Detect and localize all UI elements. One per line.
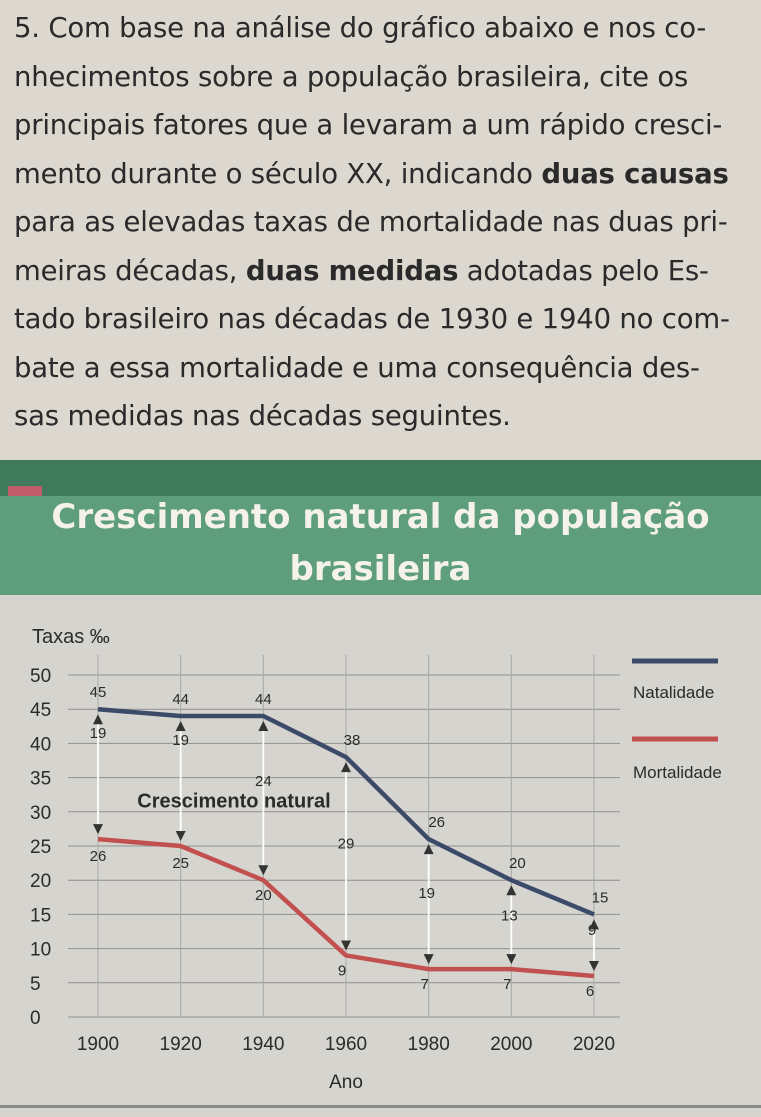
mortalidade-value: 6 <box>586 983 594 1000</box>
x-tick-label: 1980 <box>408 1034 450 1055</box>
x-tick-label: 2020 <box>573 1034 615 1055</box>
question-line: bate a essa mortalidade e uma consequênc… <box>14 344 754 393</box>
question-line: nhecimentos sobre a população brasileira… <box>14 53 754 102</box>
question-line: mento durante o século XX, indicando dua… <box>14 150 754 199</box>
chart-banner: Crescimento natural da população brasile… <box>0 460 761 595</box>
question-line: para as elevadas taxas de mortalidade na… <box>14 198 754 247</box>
banner-accent <box>8 486 42 496</box>
bottom-rule <box>0 1105 761 1108</box>
arrow-head-up <box>93 714 103 725</box>
x-tick-label: 1920 <box>160 1034 202 1055</box>
y-tick-label: 30 <box>30 803 51 824</box>
mortalidade-value: 7 <box>420 976 428 993</box>
question-line: 5. Com base na análise do gráfico abaixo… <box>14 4 754 53</box>
growth-value: 19 <box>90 725 107 742</box>
series-line <box>97 836 595 979</box>
mortalidade-value: 20 <box>255 887 272 904</box>
x-tick-label: 2000 <box>490 1034 532 1055</box>
chart-title-line1: Crescimento natural da população <box>51 497 710 537</box>
y-tick-label: 15 <box>30 905 51 926</box>
arrow-head-up <box>423 844 434 855</box>
x-tick-label: 1960 <box>325 1034 367 1055</box>
natalidade-value: 15 <box>592 889 609 906</box>
y-tick-label: 0 <box>30 1008 41 1029</box>
mortalidade-value: 7 <box>503 976 511 993</box>
series-line <box>97 706 595 917</box>
y-tick-label: 5 <box>30 974 41 995</box>
arrow-head-up <box>589 919 599 930</box>
question-text-segment: tado brasileiro nas décadas de 1930 e 19… <box>14 303 730 335</box>
question-text-segment: adotadas pelo Es- <box>458 254 709 287</box>
chart-area: 0 5 10 15 20 25 30 35 40 45 50 1900 1920 1940 1960 1980… <box>0 595 761 1117</box>
question-line: tado brasileiro nas décadas de 1930 e 19… <box>14 295 754 344</box>
question-text-segment: nhecimentos sobre a população brasileira… <box>14 60 689 93</box>
arrow-head-up <box>258 721 269 732</box>
growth-value: 9 <box>588 922 596 939</box>
question-text-segment: mento durante o século XX, indicando <box>14 157 542 190</box>
growth-annotation: Crescimento natural <box>137 791 330 813</box>
arrow-head-up <box>341 762 351 773</box>
natalidade-value: 45 <box>90 684 107 701</box>
arrow-head-down <box>175 831 186 841</box>
growth-value: 13 <box>501 908 518 925</box>
arrow-head-up <box>175 721 186 732</box>
arrow-head-down <box>341 940 351 951</box>
x-tick-label: 1940 <box>242 1034 284 1055</box>
mortalidade-value: 25 <box>172 855 189 872</box>
question-text-segment: sas medidas nas décadas seguintes. <box>14 400 511 432</box>
growth-value: 19 <box>172 732 189 749</box>
x-tick-label: 1900 <box>77 1034 119 1055</box>
y-tick-label: 40 <box>30 734 51 755</box>
mortalidade-value: 26 <box>90 848 107 865</box>
growth-value: 24 <box>255 773 272 790</box>
growth-value: 29 <box>338 835 355 852</box>
x-axis-label: Ano <box>329 1072 363 1093</box>
arrow-head-up <box>506 885 517 896</box>
y-tick-label: 35 <box>30 769 51 790</box>
question-line: sas medidas nas décadas seguintes. <box>14 392 754 441</box>
y-tick-label: 20 <box>30 871 51 892</box>
chart-title-line2: brasileira <box>289 549 472 589</box>
natalidade-value: 44 <box>172 691 189 708</box>
question-text-segment: para as elevadas taxas de mortalidade na… <box>14 206 728 238</box>
arrow-head-down <box>258 865 269 876</box>
y-tick-label: 45 <box>30 700 51 721</box>
banner-strip <box>0 460 761 496</box>
legend-label-natalidade: Natalidade <box>633 683 714 702</box>
y-tick-label: 50 <box>30 666 51 687</box>
question-text: 5. Com base na análise do gráfico abaixo… <box>14 4 754 441</box>
mortalidade-value: 9 <box>338 962 346 979</box>
question-line: principais fatores que a levaram a um rá… <box>14 101 754 150</box>
arrow-head-down <box>93 824 103 835</box>
question-text-segment: 5. Com base na análise do gráfico abaixo… <box>14 12 707 44</box>
arrow-head-down <box>423 954 434 965</box>
growth-value: 19 <box>418 885 435 902</box>
natalidade-value: 44 <box>255 691 272 708</box>
question-text-segment: bate a essa mortalidade e uma consequênc… <box>14 351 700 384</box>
legend-label-mortalidade: Mortalidade <box>633 763 722 782</box>
natalidade-value: 26 <box>428 814 445 831</box>
y-tick-label: 10 <box>30 940 51 961</box>
question-bold-segment: duas causas <box>541 157 729 190</box>
natalidade-value: 20 <box>509 855 526 872</box>
question-bold-segment: duas medidas <box>245 254 459 287</box>
arrow-head-down <box>589 960 599 971</box>
natalidade-value: 38 <box>344 732 361 749</box>
y-tick-label: 25 <box>30 837 51 858</box>
question-text-segment: principais fatores que a levaram a um rá… <box>14 109 723 141</box>
arrow-head-down <box>506 954 517 965</box>
y-axis-label: Taxas ‰ <box>32 626 110 648</box>
question-line: meiras décadas, duas medidas adotadas pe… <box>14 247 754 296</box>
question-text-segment: meiras décadas, <box>14 254 246 287</box>
